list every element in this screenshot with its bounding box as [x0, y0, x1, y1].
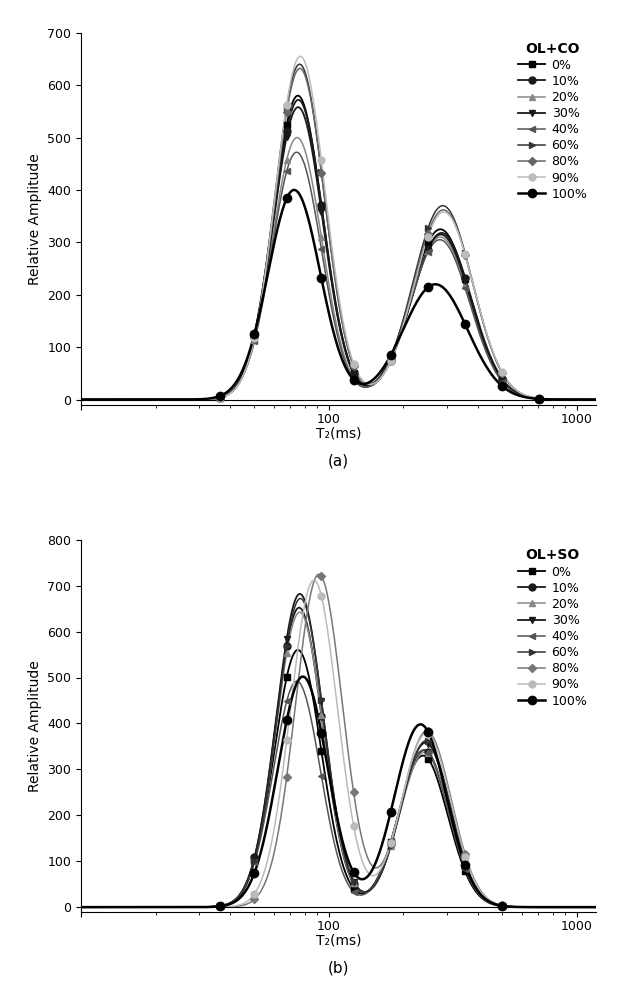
Legend: 0%, 10%, 20%, 30%, 40%, 60%, 80%, 90%, 100%: 0%, 10%, 20%, 30%, 40%, 60%, 80%, 90%, 1…: [515, 39, 590, 203]
Text: 1000: 1000: [561, 920, 593, 933]
X-axis label: T₂(ms): T₂(ms): [316, 426, 361, 440]
Y-axis label: Relative Amplitude: Relative Amplitude: [28, 153, 42, 285]
Text: (a): (a): [328, 453, 349, 468]
Legend: 0%, 10%, 20%, 30%, 40%, 60%, 80%, 90%, 100%: 0%, 10%, 20%, 30%, 40%, 60%, 80%, 90%, 1…: [515, 546, 590, 710]
X-axis label: T₂(ms): T₂(ms): [316, 933, 361, 947]
Text: (b): (b): [328, 960, 349, 975]
Y-axis label: Relative Amplitude: Relative Amplitude: [28, 660, 42, 792]
Text: 1000: 1000: [561, 413, 593, 426]
Text: 100: 100: [317, 920, 341, 933]
Text: 100: 100: [317, 413, 341, 426]
